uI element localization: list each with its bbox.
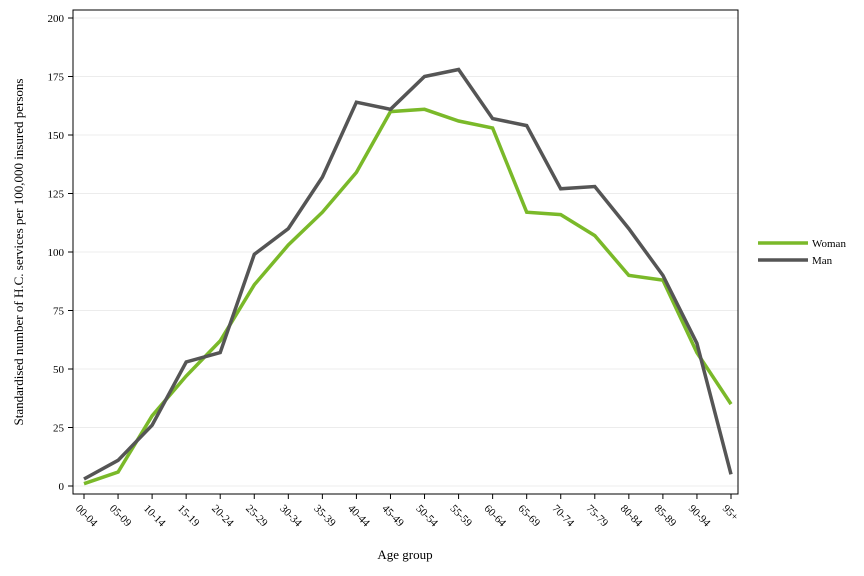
x-tick-label: 10-14 xyxy=(141,503,168,530)
x-tick-label: 30-34 xyxy=(277,503,304,530)
x-tick-label: 20-24 xyxy=(209,503,236,530)
y-tick-label: 175 xyxy=(48,72,65,84)
x-tick-label: 75-79 xyxy=(584,503,611,530)
gridlines xyxy=(73,17,738,487)
x-tick-label: 00-04 xyxy=(73,503,100,530)
y-tick-label: 200 xyxy=(48,13,65,25)
x-tick-label: 05-09 xyxy=(107,503,134,530)
legend: Woman Man xyxy=(758,238,846,267)
x-tick-label: 45-49 xyxy=(379,503,406,530)
x-tick-label: 35-39 xyxy=(311,503,338,530)
x-tick-label: 50-54 xyxy=(413,503,440,530)
y-tick-label: 50 xyxy=(53,364,65,376)
x-tick-label: 60-64 xyxy=(482,503,509,530)
y-tick-label: 0 xyxy=(59,481,65,493)
x-tick-label: 15-19 xyxy=(175,503,202,530)
x-axis-title: Age group xyxy=(377,547,432,562)
series-line-woman xyxy=(83,107,733,486)
x-tick-label: 80-84 xyxy=(618,503,645,530)
y-tick-label: 125 xyxy=(48,189,65,201)
series-lines xyxy=(83,67,733,486)
x-axis: 00-04 05-09 10-14 15-19 20-24 25-29 30-34 35-39… xyxy=(73,494,741,530)
y-tick-label: 150 xyxy=(48,130,65,142)
x-tick-label: 95+ xyxy=(720,503,741,524)
y-axis: 0 25 50 75 100 125 150 175 200 xyxy=(48,13,73,493)
y-tick-label: 25 xyxy=(53,423,65,435)
series-line-man xyxy=(83,67,733,481)
legend-label-man: Man xyxy=(812,255,833,267)
x-tick-label: 25-29 xyxy=(243,503,270,530)
y-tick-label: 75 xyxy=(53,306,65,318)
x-tick-label: 90-94 xyxy=(686,503,713,530)
x-tick-label: 70-74 xyxy=(550,503,577,530)
x-tick-label: 85-89 xyxy=(652,503,679,530)
y-axis-title: Standardised number of H.C. services per… xyxy=(11,79,26,426)
x-tick-label: 65-69 xyxy=(516,503,543,530)
legend-label-woman: Woman xyxy=(812,238,846,250)
x-tick-label: 40-44 xyxy=(345,503,372,530)
x-tick-label: 55-59 xyxy=(447,503,474,530)
y-tick-label: 100 xyxy=(48,247,65,259)
